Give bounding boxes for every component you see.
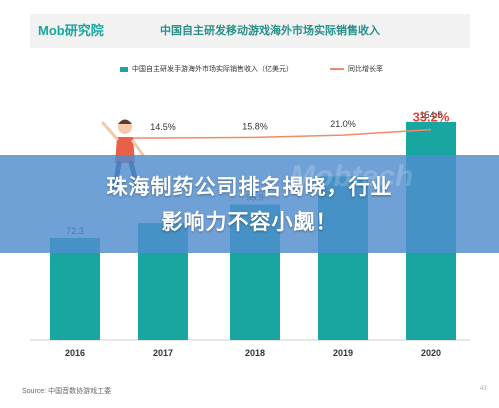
growth-rate-label: 15.8% — [242, 121, 268, 131]
chart-header — [30, 14, 470, 48]
growth-rate-line — [125, 128, 432, 139]
bar-value-label: 154.5 — [420, 110, 443, 120]
legend-line-swatch — [330, 68, 344, 70]
x-tick-label: 2019 — [333, 348, 353, 358]
x-tick-label: 2016 — [65, 348, 85, 358]
legend-growth-label: 同比增长率 — [348, 66, 383, 73]
growth-rate-label: 33.2% — [413, 110, 450, 125]
legend-bar-swatch — [120, 66, 128, 72]
legend-item-growth: 同比增长率 — [330, 64, 383, 74]
legend: 中国自主研发手游海外市场实际销售收入（亿美元） 同比增长率 — [0, 64, 499, 78]
page-number: 43 — [480, 386, 487, 392]
brand-logo: Mob研究院 — [38, 23, 104, 38]
legend-item-revenue: 中国自主研发手游海外市场实际销售收入（亿美元） — [120, 64, 293, 74]
headline-line-2: 影响力不容小觑！ — [161, 210, 338, 234]
x-tick-label: 2018 — [245, 348, 265, 358]
growth-rate-label: 21.0% — [330, 119, 356, 129]
x-tick-label: 2017 — [153, 348, 173, 358]
watermark: Mobtech — [290, 160, 414, 193]
source-note: Source: 中国音数协游戏工委 — [22, 388, 112, 395]
growth-rate-label: 14.5% — [150, 122, 176, 132]
chart-title: 中国自主研发移动游戏海外市场实际销售收入 — [160, 25, 380, 37]
x-tick-label: 2020 — [421, 348, 441, 358]
headline-line-1: 珠海制药公司排名揭晓，行业 — [106, 175, 393, 199]
headline-banner — [0, 155, 499, 253]
bar-2016 — [50, 237, 100, 340]
legend-revenue-label: 中国自主研发手游海外市场实际销售收入（亿美元） — [132, 66, 293, 73]
